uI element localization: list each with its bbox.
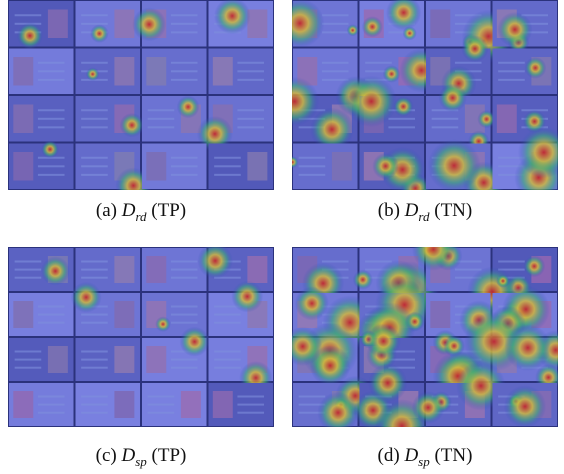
figure: (a) Drd (TP) (b) Drd (TN) (c) Dsp (TP) (… [0, 0, 564, 474]
blue-overlay [292, 0, 558, 190]
caption-subscript: rd [135, 209, 146, 224]
heatmap-grid [292, 247, 558, 427]
caption-label: (c) [96, 445, 117, 466]
caption: (b) Drd (TN) [378, 200, 472, 225]
caption-symbol: D [121, 445, 135, 466]
caption: (d) Dsp (TN) [378, 445, 473, 470]
panel-image [8, 247, 274, 427]
caption-subscript: sp [135, 454, 147, 469]
panel-image [292, 247, 558, 427]
heatmap-grid [292, 0, 558, 190]
caption: (c) Dsp (TP) [96, 445, 187, 470]
caption-tag: (TP) [152, 445, 187, 466]
caption-label: (a) [96, 200, 117, 221]
panel-image [8, 0, 274, 190]
caption-tag: (TP) [151, 200, 186, 221]
heatmap-grid [8, 0, 274, 190]
caption-symbol: D [404, 445, 418, 466]
caption-symbol: D [122, 200, 136, 221]
caption-subscript: rd [418, 209, 429, 224]
blue-overlay [8, 247, 274, 427]
blue-overlay [8, 0, 274, 190]
caption-tag: (TN) [434, 200, 472, 221]
heatmap-grid [8, 247, 274, 427]
caption-label: (d) [378, 445, 400, 466]
caption-tag: (TN) [434, 445, 472, 466]
caption-symbol: D [405, 200, 419, 221]
caption-label: (b) [378, 200, 400, 221]
blue-overlay [292, 247, 558, 427]
caption: (a) Drd (TP) [96, 200, 186, 225]
panel-image [292, 0, 558, 190]
caption-subscript: sp [418, 454, 430, 469]
